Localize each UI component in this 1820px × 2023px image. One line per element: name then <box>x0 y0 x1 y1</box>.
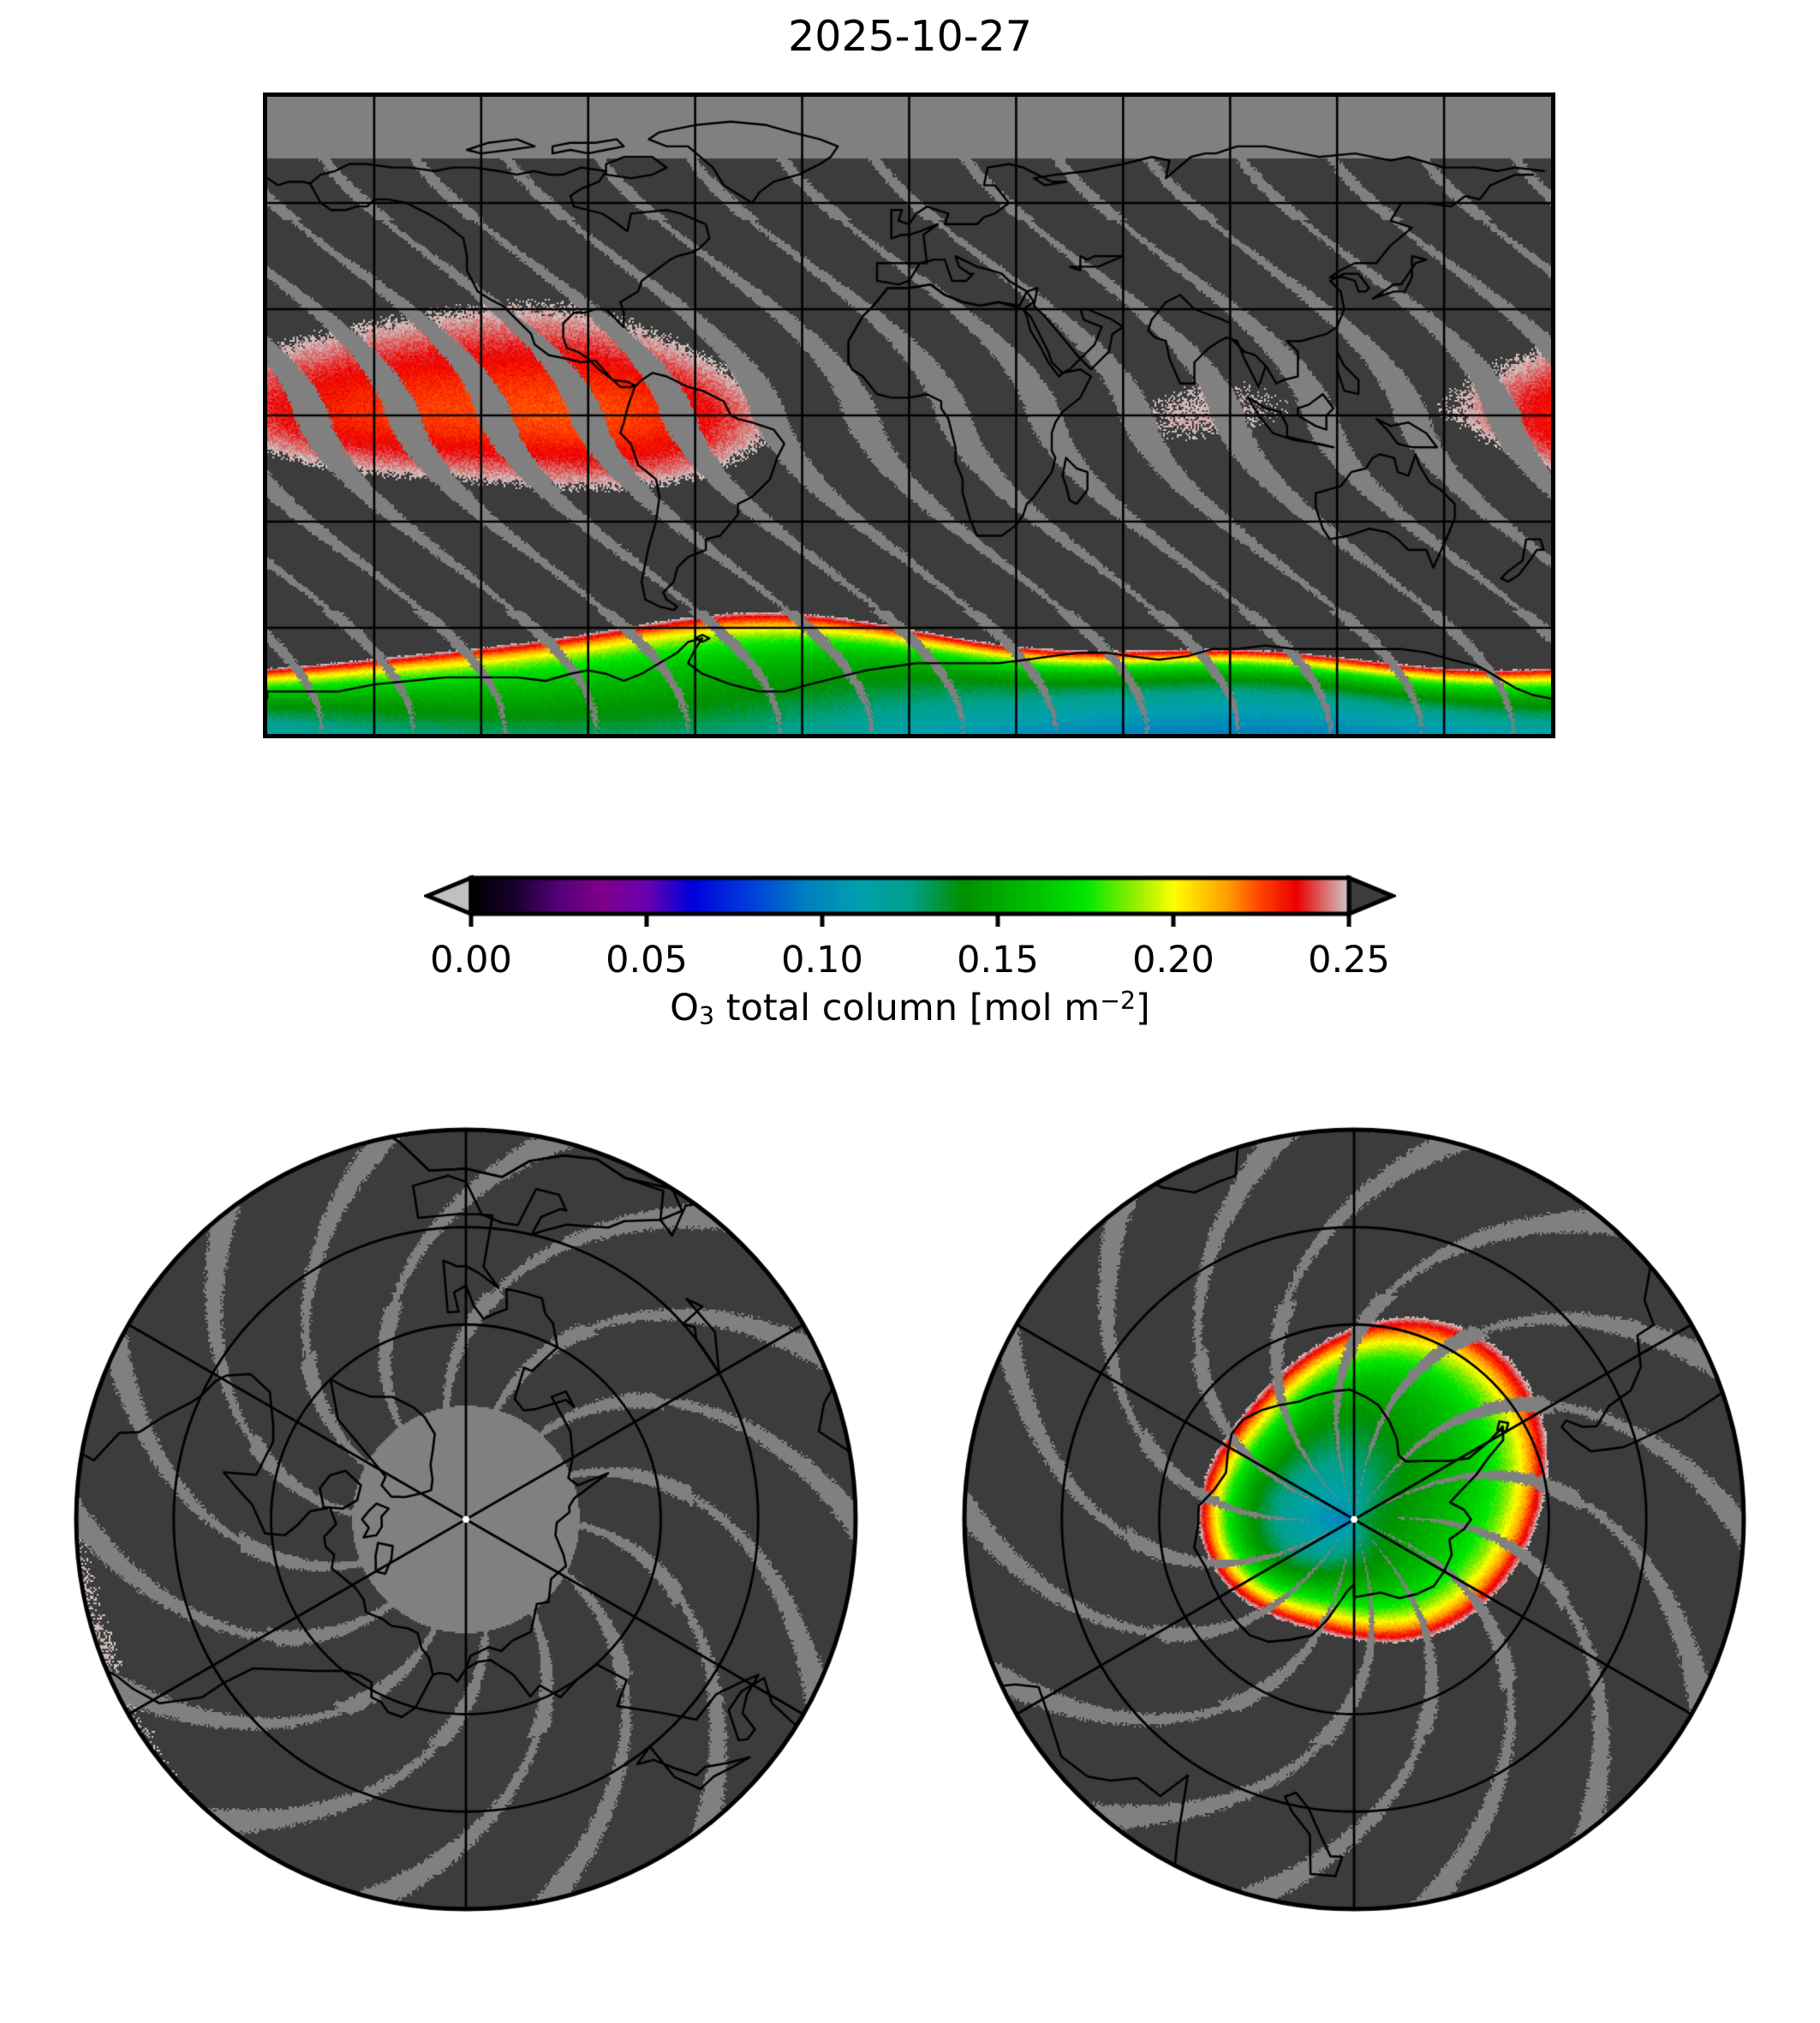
polar-south-canvas <box>959 1125 1749 1914</box>
global-map-panel <box>263 92 1555 738</box>
colorbar-tick-label: 0.00 <box>430 939 512 982</box>
page-title: 2025-10-27 <box>788 12 1032 61</box>
colorbar-tick-label: 0.10 <box>781 939 863 982</box>
polar-north-canvas <box>71 1125 861 1914</box>
colorbar-tick-label: 0.15 <box>957 939 1039 982</box>
colorbar: 0.00 0.05 0.10 0.15 0.20 0.25 O3 total column… <box>0 865 1820 1088</box>
colorbar-axis-label: O3 total column [mol m−2] <box>670 986 1150 1031</box>
colorbar-gradient <box>424 865 1396 927</box>
colorbar-tick-label: 0.25 <box>1308 939 1390 982</box>
colorbar-tick-label: 0.20 <box>1132 939 1214 982</box>
polar-north-panel <box>71 1125 861 1914</box>
global-map-canvas <box>267 97 1551 734</box>
polar-south-panel <box>959 1125 1749 1914</box>
colorbar-tick-label: 0.05 <box>606 939 688 982</box>
